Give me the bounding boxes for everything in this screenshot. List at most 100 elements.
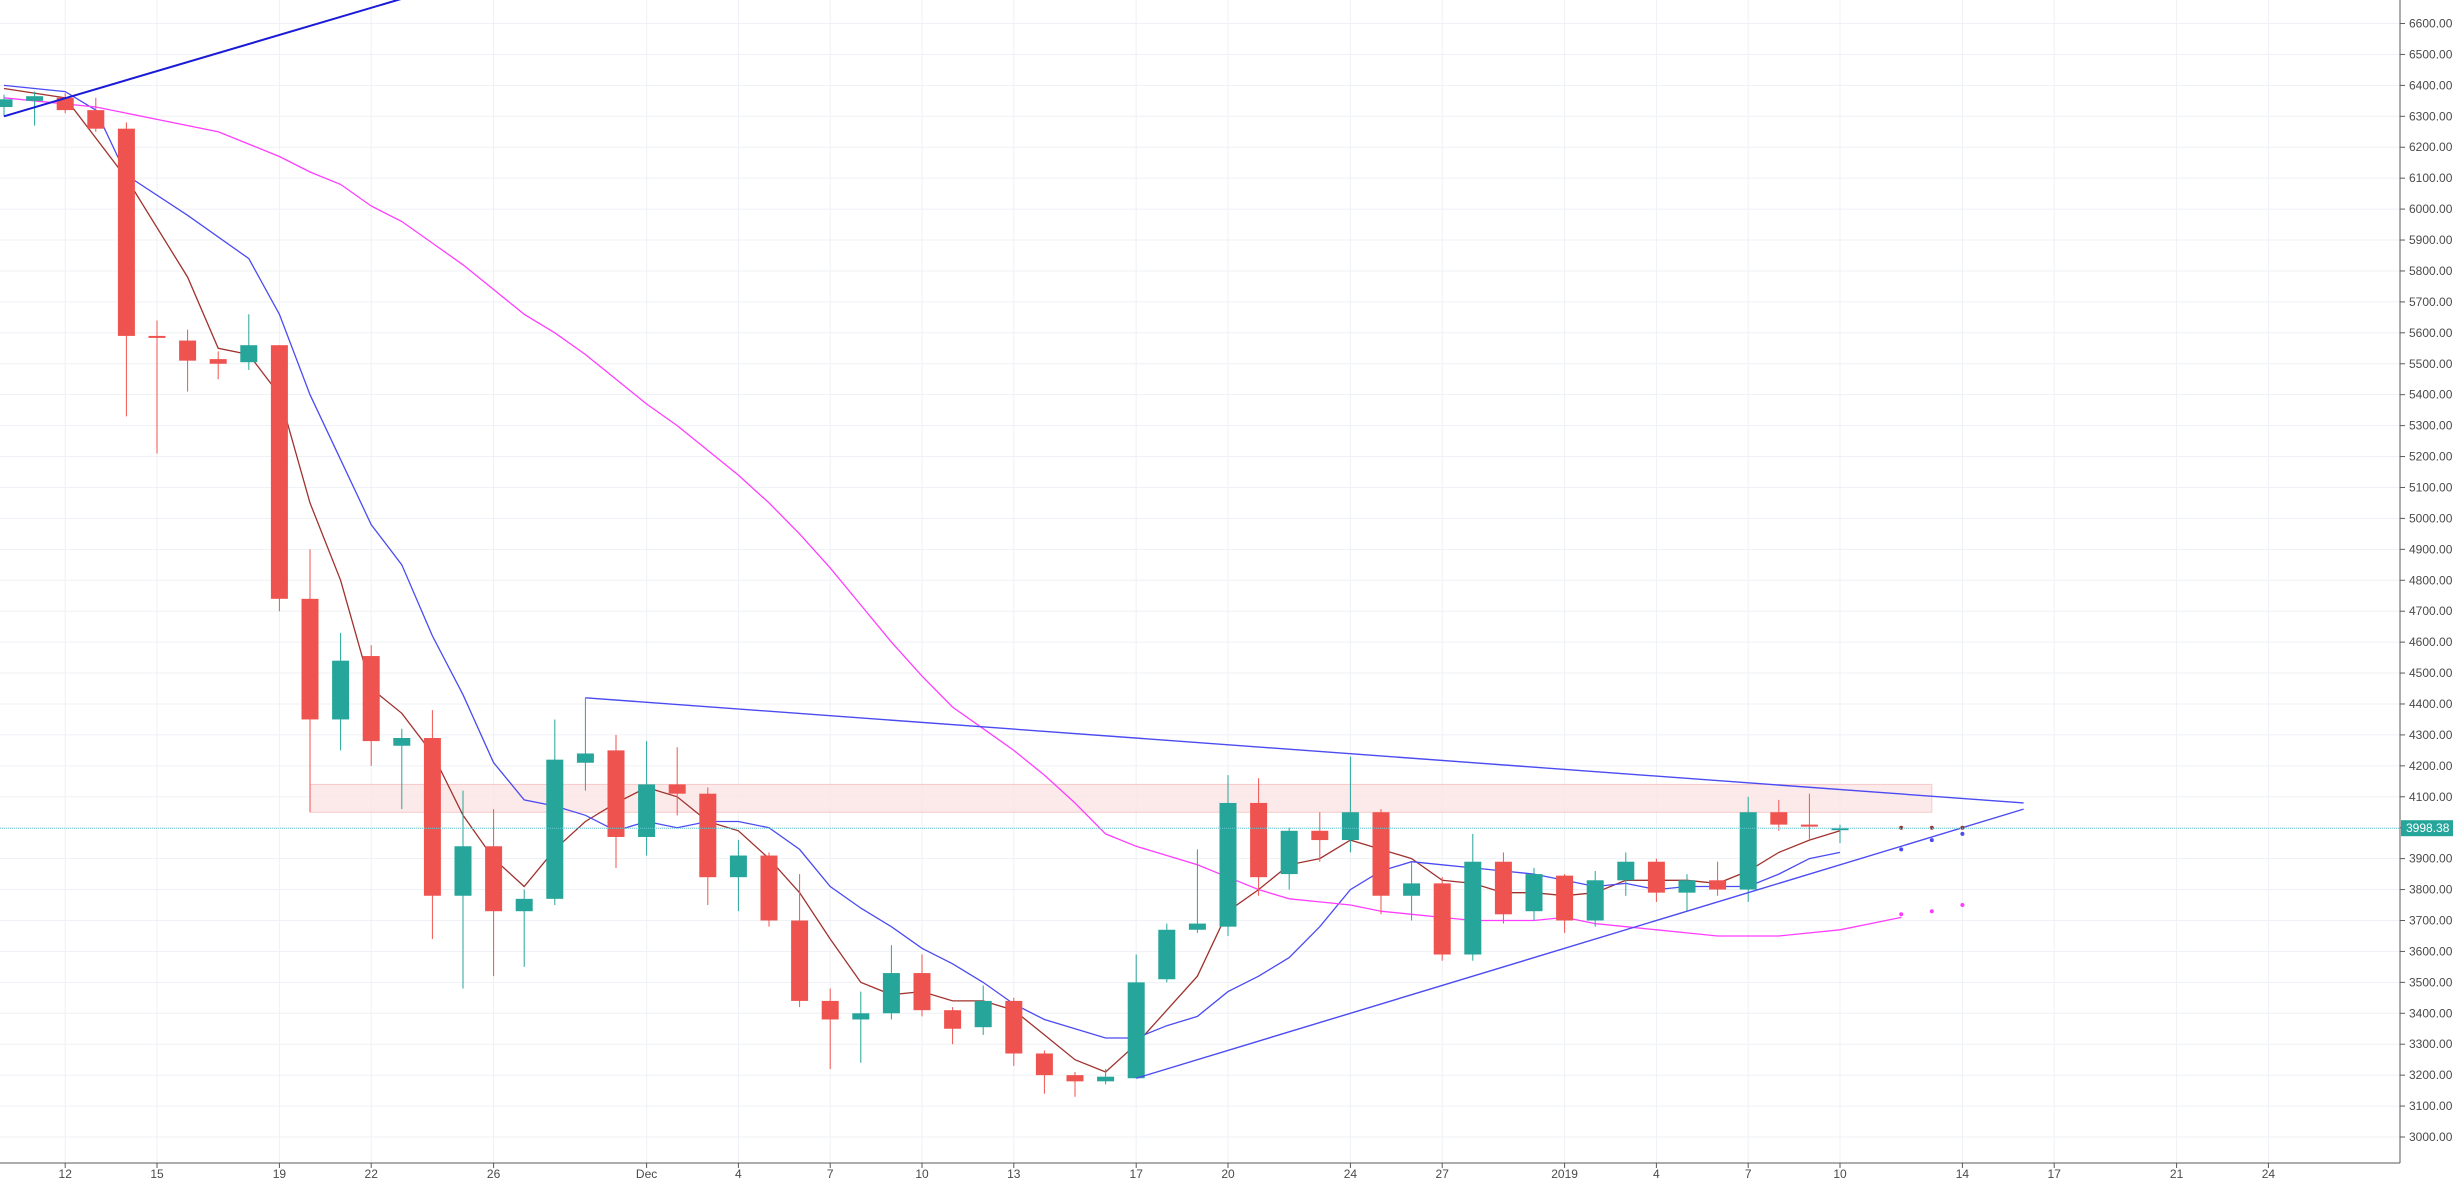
candle-bearish [485, 809, 503, 977]
candle-bullish [546, 719, 564, 906]
candle-bullish [1586, 871, 1604, 927]
trendline-layer[interactable] [3, 0, 2024, 1079]
price-axis-labels[interactable]: 6600.00 6500.00 6400.00 6300.00 6200.00 6100.… [2400, 17, 2453, 1144]
candle-bullish [240, 314, 258, 370]
candle-bearish [1035, 1050, 1053, 1094]
candle-body [1525, 874, 1543, 912]
candle-body [699, 793, 717, 878]
time-axis-label: 4 [1653, 1167, 1660, 1181]
moving-average-layer [3, 84, 1902, 1073]
candle-body [1556, 875, 1574, 921]
candle-body [1097, 1076, 1115, 1082]
price-axis-label: 5800.00 [2409, 264, 2453, 278]
long-term-trendline[interactable] [3, 0, 402, 118]
candle-layer [0, 91, 1849, 1097]
candle-body [791, 920, 809, 1001]
candle-body [332, 660, 350, 720]
candle-body [26, 96, 44, 101]
candle-bearish [1372, 809, 1390, 915]
candle-bearish [1005, 997, 1023, 1066]
time-axis-label: 21 [2170, 1167, 2184, 1181]
price-axis-label: 6400.00 [2409, 78, 2453, 92]
price-axis-label: 6500.00 [2409, 47, 2453, 61]
candle-bearish [1250, 778, 1268, 896]
candle-bearish [87, 97, 105, 132]
candle-body [1678, 880, 1696, 893]
time-axis-label: 26 [487, 1167, 501, 1181]
candle-bearish [944, 1007, 962, 1045]
time-axis-label: 7 [1745, 1167, 1752, 1181]
candle-body [546, 759, 564, 899]
candle-body [607, 750, 625, 837]
candle-bearish [1556, 874, 1574, 933]
candle-bearish [1800, 793, 1818, 841]
price-axis-label: 3000.00 [2409, 1130, 2453, 1144]
moving-average-ema-mid [3, 84, 1841, 1039]
candle-bearish [821, 988, 839, 1069]
candle-body [270, 345, 288, 599]
candle-bullish [974, 985, 992, 1035]
descending-resistance-line[interactable] [585, 697, 2024, 804]
price-axis-label: 5600.00 [2409, 326, 2453, 340]
price-axis-label: 4900.00 [2409, 542, 2453, 556]
candle-body [485, 846, 503, 912]
forecast-dot [1899, 847, 1904, 852]
candle-bearish [148, 320, 166, 454]
candle-body [179, 340, 197, 361]
candle-bullish [332, 632, 350, 751]
price-axis-label: 4700.00 [2409, 604, 2453, 618]
grid-layer [0, 0, 2400, 1163]
candle-body [882, 973, 900, 1014]
candle-bearish [913, 954, 931, 1017]
candle-bullish [1280, 827, 1298, 890]
forecast-dot [1899, 912, 1904, 917]
candle-body [668, 784, 686, 794]
price-axis-label: 5500.00 [2409, 357, 2453, 371]
candle-body [1770, 812, 1788, 825]
price-axis-label: 4500.00 [2409, 666, 2453, 680]
candle-bearish [362, 645, 380, 766]
candle-bearish [1311, 812, 1329, 862]
candle-bullish [1219, 775, 1237, 936]
candle-body [240, 345, 258, 363]
last-price-tag: 3998.38 [2401, 820, 2453, 837]
candle-bullish [1525, 867, 1543, 921]
ascending-support-line[interactable] [1135, 808, 2024, 1079]
candle-body [209, 359, 227, 364]
candle-body [1494, 861, 1512, 915]
candle-body [638, 784, 656, 837]
candle-bearish [209, 351, 227, 380]
candle-body [1831, 828, 1849, 831]
last-price-tag-box [2401, 820, 2453, 837]
candle-body [913, 973, 931, 1011]
candle-body [576, 753, 594, 763]
candle-bearish [117, 122, 135, 417]
candle-body [393, 738, 411, 746]
price-axis-label: 3200.00 [2409, 1068, 2453, 1082]
candle-body [1066, 1075, 1084, 1082]
candle-body [1188, 923, 1206, 930]
candle-body [1617, 861, 1635, 881]
price-axis-label: 4600.00 [2409, 635, 2453, 649]
candle-body [0, 99, 13, 108]
candle-body [148, 335, 166, 338]
time-axis-label: 14 [1956, 1167, 1970, 1181]
candle-body [423, 738, 441, 896]
candle-body [454, 846, 472, 896]
time-axis-label: 10 [1833, 1167, 1847, 1181]
price-axis-label: 5100.00 [2409, 480, 2453, 494]
time-axis-label: 13 [1007, 1167, 1021, 1181]
candle-body [944, 1010, 962, 1029]
candle-bearish [56, 93, 74, 114]
candle-bullish [1678, 874, 1696, 912]
candle-bearish [1709, 861, 1727, 896]
price-axis-label: 4400.00 [2409, 697, 2453, 711]
time-axis-labels[interactable]: 12 15 19 22 26 Dec 4 7 10 13 17 20 24 27 2019 4 7 10 14 17 2… [59, 1163, 2276, 1181]
candle-bullish [1188, 849, 1206, 933]
candle-bullish [1464, 833, 1482, 961]
time-axis-label: 7 [827, 1167, 834, 1181]
time-axis-label: 2019 [1551, 1167, 1578, 1181]
